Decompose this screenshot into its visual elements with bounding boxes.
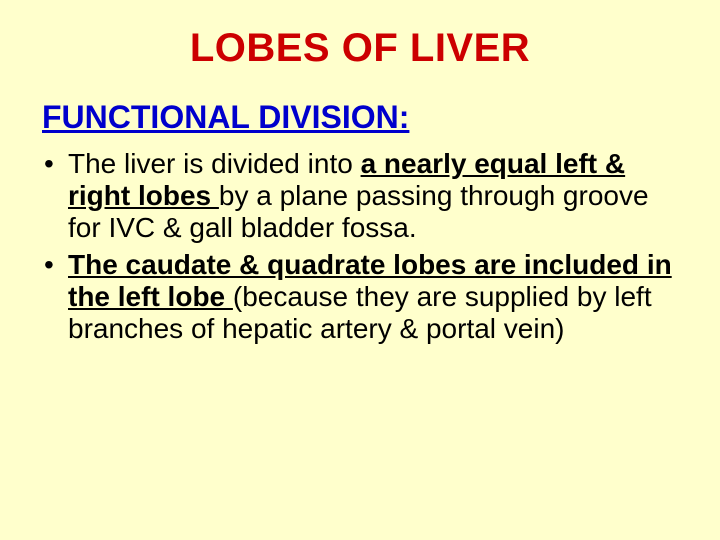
slide-title: LOBES OF LIVER [42, 26, 678, 71]
list-item: The liver is divided into a nearly equal… [68, 148, 678, 245]
list-item: The caudate & quadrate lobes are include… [68, 249, 678, 346]
slide: LOBES OF LIVER FUNCTIONAL DIVISION: The … [0, 0, 720, 540]
slide-subheading: FUNCTIONAL DIVISION: [42, 99, 678, 136]
bullet-list: The liver is divided into a nearly equal… [42, 148, 678, 345]
bullet-text: The liver is divided into [68, 148, 361, 179]
